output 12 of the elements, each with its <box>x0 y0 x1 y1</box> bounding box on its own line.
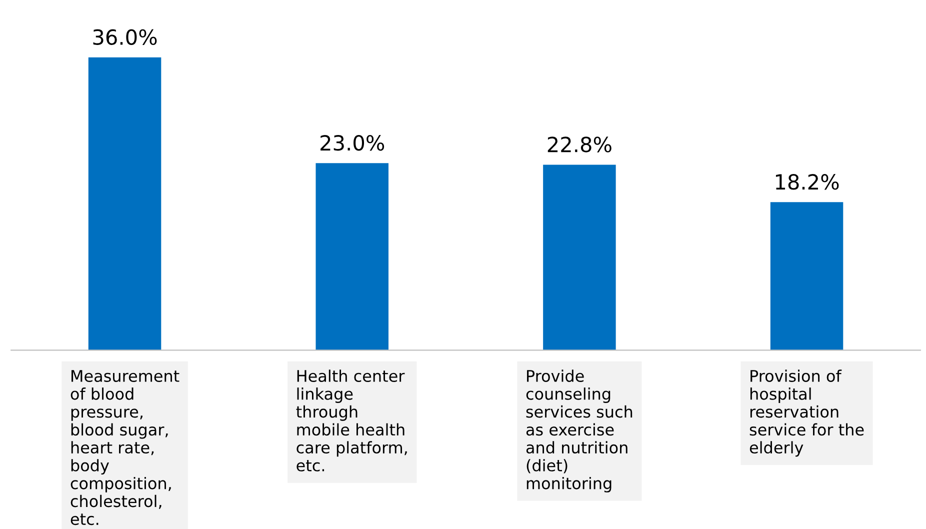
x-tick-label: Health center linkage through mobile health care platform, etc. <box>296 370 407 472</box>
data-label: 36.0% <box>93 29 157 45</box>
bar <box>316 163 388 350</box>
data-label: 23.0% <box>320 134 384 151</box>
x-tick-label: Provision of hospital reservation service for the elderly <box>750 370 864 457</box>
bar <box>543 164 616 350</box>
data-label: 22.8% <box>548 136 612 152</box>
category-label: Measurement of blood pressure, blood sugar, heart rate, body composition, cholesterol, etc. <box>70 370 180 526</box>
x-tick-label: Provide counseling services such as exercise and nutrition (diet) monitoring <box>526 370 632 492</box>
data-label: 18.2% <box>776 174 839 190</box>
bar <box>88 57 162 350</box>
bar <box>770 202 844 350</box>
